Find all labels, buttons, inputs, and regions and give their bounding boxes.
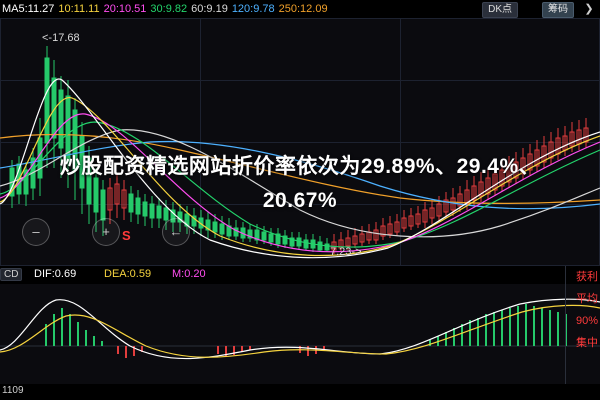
grid-line	[0, 18, 600, 19]
ma-legend-bar: MA5:11.27 10:11.11 20:10.51 30:9.82 60:9…	[0, 0, 600, 18]
ma120-line	[0, 140, 600, 210]
ma250-line	[0, 133, 600, 205]
chip-distribution-button[interactable]: 筹码	[542, 2, 574, 18]
chip-stat-profit: 获利	[576, 271, 598, 283]
price-chart-pane[interactable]: <-17.68 7.23-> – + ← S	[0, 18, 600, 266]
ma5-line	[0, 78, 600, 259]
ma20-line	[0, 113, 600, 253]
macd-dea-line	[0, 304, 600, 358]
macd-legend-bar: CD DIF:0.69 DEA:0.59 M:0.20	[0, 266, 600, 284]
ma120-legend: 120:9.78	[231, 3, 275, 15]
ma10-line	[0, 97, 600, 257]
ma5-legend: MA5:11.27	[2, 3, 55, 15]
grid-line-vertical	[0, 18, 1, 266]
dk-point-button[interactable]: DK点	[482, 2, 518, 18]
ma60-legend: 60:9.19	[191, 3, 228, 15]
chip-stats-column: 获利 平均 90% 集中	[566, 266, 600, 384]
chip-stat-average: 平均	[576, 293, 598, 305]
overlay-caption: 炒股配资精选网站折价率依次为29.89%、29.4%、 20.67%	[0, 150, 600, 218]
chip-stat-concentration: 集中	[576, 337, 598, 349]
grid-line	[0, 204, 600, 205]
grid-line	[0, 80, 600, 81]
candlestick-and-ma-plot	[0, 46, 600, 259]
ma20-legend: 20:10.51	[103, 3, 147, 15]
macd-dif-line	[0, 298, 600, 360]
macd-plot	[0, 298, 600, 360]
ma30-line	[0, 121, 600, 248]
footer-bar: 1109	[0, 384, 600, 400]
overlay-caption-line2: 20.67%	[262, 189, 338, 212]
high-price-label: <-17.68	[42, 32, 80, 44]
chevron-right-icon[interactable]: ❯	[584, 3, 594, 15]
ma30-legend: 30:9.82	[150, 3, 188, 15]
sell-signal-marker: S	[122, 228, 131, 243]
low-price-label: 7.23->	[330, 246, 362, 258]
ma250-legend: 250:12.09	[278, 3, 328, 15]
grid-line-vertical	[200, 18, 201, 266]
minus-icon[interactable]: –	[22, 218, 50, 246]
grid-line-vertical	[400, 18, 401, 266]
date-label: 1109	[2, 385, 24, 396]
back-arrow-icon[interactable]: ←	[162, 218, 190, 246]
grid-line	[0, 142, 600, 143]
plus-icon[interactable]: +	[92, 218, 120, 246]
macd-dif-value: DIF:0.69	[34, 268, 77, 280]
macd-m-value: M:0.20	[172, 268, 206, 280]
chip-stat-90pct: 90%	[575, 315, 598, 327]
overlay-caption-line1: 炒股配资精选网站折价率依次为29.89%、29.4%、	[59, 155, 541, 178]
ma10-legend: 10:11.11	[58, 3, 100, 15]
macd-indicator-selector[interactable]: CD	[0, 268, 23, 281]
divider	[565, 266, 566, 384]
grid-line	[0, 265, 600, 266]
macd-dea-value: DEA:0.59	[104, 268, 152, 280]
ma60-line	[0, 129, 600, 238]
macd-chart-pane[interactable]	[0, 284, 600, 384]
